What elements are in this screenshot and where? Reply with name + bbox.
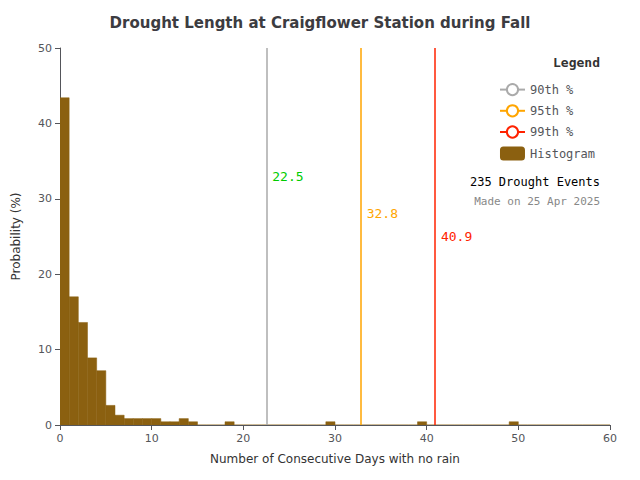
svg-text:Histogram: Histogram	[530, 147, 595, 161]
svg-text:50: 50	[38, 42, 52, 55]
svg-text:235 Drought Events: 235 Drought Events	[470, 175, 600, 189]
svg-text:32.8: 32.8	[367, 206, 398, 221]
svg-text:0: 0	[57, 432, 64, 445]
svg-text:20: 20	[236, 432, 250, 445]
svg-text:Made on 25 Apr 2025: Made on 25 Apr 2025	[474, 195, 600, 208]
svg-text:60: 60	[603, 432, 617, 445]
svg-text:40.9: 40.9	[441, 229, 472, 244]
svg-text:22.5: 22.5	[272, 169, 303, 184]
svg-text:95th %: 95th %	[530, 104, 574, 118]
svg-text:90th %: 90th %	[530, 83, 574, 97]
svg-text:20: 20	[38, 268, 52, 281]
svg-text:0: 0	[45, 419, 52, 432]
svg-text:50: 50	[511, 432, 525, 445]
svg-text:40: 40	[420, 432, 434, 445]
svg-text:Drought Length at Craigflower: Drought Length at Craigflower Station du…	[110, 14, 531, 32]
svg-text:40: 40	[38, 117, 52, 130]
svg-text:30: 30	[328, 432, 342, 445]
svg-text:10: 10	[145, 432, 159, 445]
svg-text:30: 30	[38, 192, 52, 205]
svg-text:Probability (%): Probability (%)	[9, 192, 23, 280]
svg-text:Legend: Legend	[553, 55, 600, 70]
svg-text:99th %: 99th %	[530, 125, 574, 139]
svg-text:10: 10	[38, 343, 52, 356]
svg-text:Number of Consecutive Days wit: Number of Consecutive Days with no rain	[210, 452, 460, 466]
